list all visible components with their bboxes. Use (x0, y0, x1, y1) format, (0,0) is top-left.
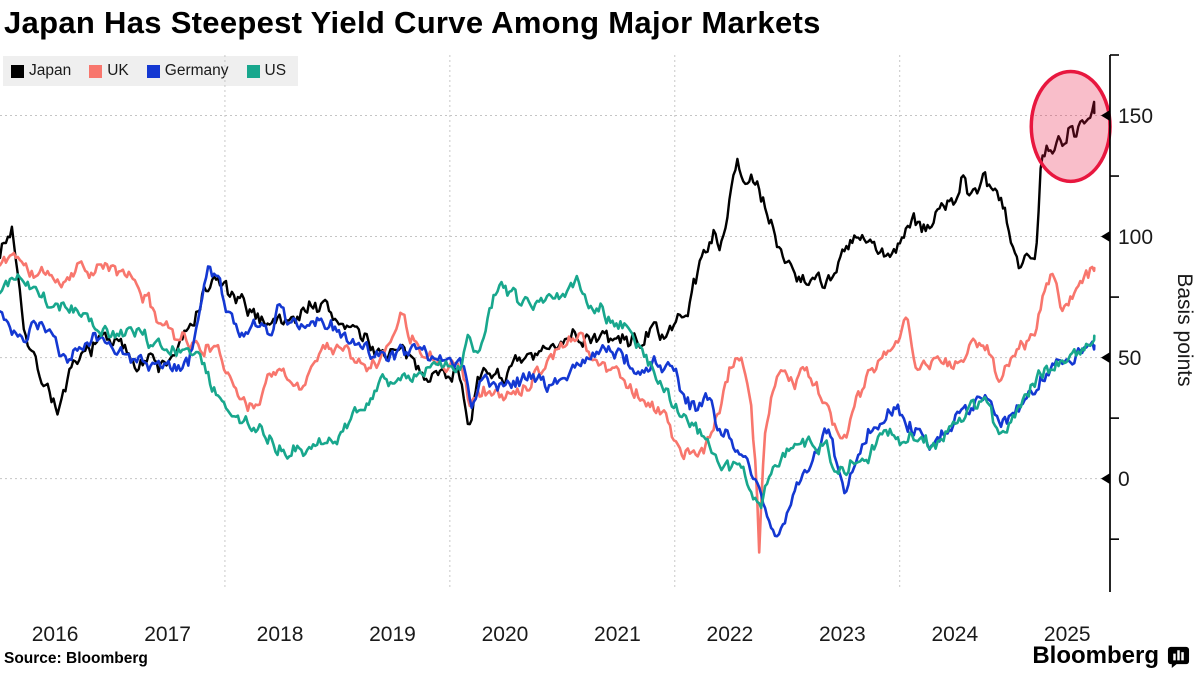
highlight-ellipse (1029, 69, 1112, 184)
y-axis-tick-arrow (1101, 352, 1110, 364)
bloomberg-logo-icon (1167, 645, 1190, 668)
legend-label-germany: Germany (164, 62, 229, 79)
y-axis-tick-label: 150 (1118, 105, 1153, 128)
series-line-us (0, 273, 1096, 510)
y-axis-tick-arrow (1101, 231, 1110, 243)
x-axis-year-label: 2017 (144, 623, 191, 646)
x-axis-year-label: 2024 (931, 623, 978, 646)
x-axis-year-label: 2022 (707, 623, 754, 646)
x-axis-year-label: 2023 (819, 623, 866, 646)
germany-swatch-icon (146, 64, 160, 78)
legend: Japan UK Germany US (3, 56, 299, 86)
x-axis-year-label: 2025 (1044, 623, 1091, 646)
x-axis-year-label: 2021 (594, 623, 641, 646)
bloomberg-branding: Bloomberg (1032, 642, 1190, 670)
x-axis-year-label: 2018 (257, 623, 304, 646)
legend-item-uk: UK (89, 62, 129, 80)
y-axis-tick-label: 100 (1118, 226, 1153, 249)
legend-label-uk: UK (107, 62, 129, 79)
x-axis-year-label: 2020 (482, 623, 529, 646)
series-line-japan (0, 100, 1096, 426)
legend-item-germany: Germany (146, 62, 229, 80)
us-swatch-icon (246, 64, 260, 78)
y-axis-tick-label: 0 (1118, 468, 1130, 491)
y-axis-tick-arrow (1101, 110, 1110, 122)
series-line-uk (0, 251, 1096, 554)
page-title: Japan Has Steepest Yield Curve Among Maj… (4, 5, 821, 40)
bloomberg-wordmark: Bloomberg (1032, 642, 1159, 669)
legend-item-japan: Japan (11, 62, 71, 80)
x-axis-year-label: 2016 (32, 623, 79, 646)
series-line-germany (0, 265, 1096, 538)
y-axis-tick-label: 50 (1118, 347, 1141, 370)
japan-swatch-icon (11, 64, 24, 78)
legend-label-us: US (264, 62, 287, 79)
uk-swatch-icon (89, 64, 103, 78)
x-axis-year-label: 2019 (369, 623, 416, 646)
y-axis-tick-arrow (1101, 473, 1110, 485)
legend-item-us: US (246, 62, 287, 80)
y-axis-title: Basis points (1173, 273, 1196, 386)
source-attribution: Source: Bloomberg (4, 650, 148, 667)
legend-label-japan: Japan (29, 62, 72, 79)
